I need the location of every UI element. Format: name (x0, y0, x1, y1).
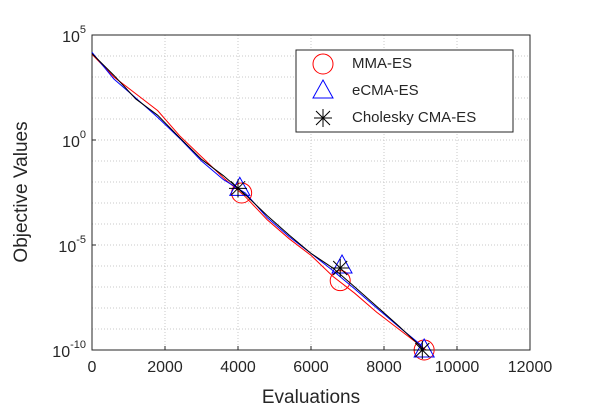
x-tick-label: 2000 (147, 359, 183, 376)
x-tick-label: 6000 (293, 359, 329, 376)
legend-marker (314, 109, 332, 127)
x-tick-label: 12000 (508, 359, 553, 376)
legend-marker (312, 53, 334, 75)
series-line (91, 51, 425, 351)
x-tick-label: 4000 (220, 359, 256, 376)
marker (331, 259, 350, 278)
series-line (91, 53, 427, 351)
y-tick-label: 10-5 (58, 234, 86, 256)
plot-frame (91, 34, 531, 351)
x-axis-label: Evaluations (262, 387, 360, 408)
marker (331, 253, 353, 274)
y-tick-label: 105 (62, 24, 86, 46)
legend-label: eCMA-ES (352, 82, 419, 99)
y-tick-label: 10-10 (52, 339, 86, 361)
series-line (91, 53, 423, 351)
marker (413, 337, 435, 358)
y-tick-label: 100 (62, 129, 86, 151)
marker (228, 176, 251, 196)
x-tick-label: 0 (88, 359, 97, 376)
y-axis-label: Objective Values (11, 121, 32, 262)
x-tick-label: 10000 (435, 359, 480, 376)
legend-label: Cholesky CMA-ES (352, 109, 476, 126)
legend-label: MMA-ES (352, 55, 412, 72)
legend-box (295, 49, 514, 133)
x-tick-label: 8000 (366, 359, 402, 376)
legend-marker (312, 78, 334, 99)
marker (229, 179, 247, 198)
marker (413, 341, 432, 359)
